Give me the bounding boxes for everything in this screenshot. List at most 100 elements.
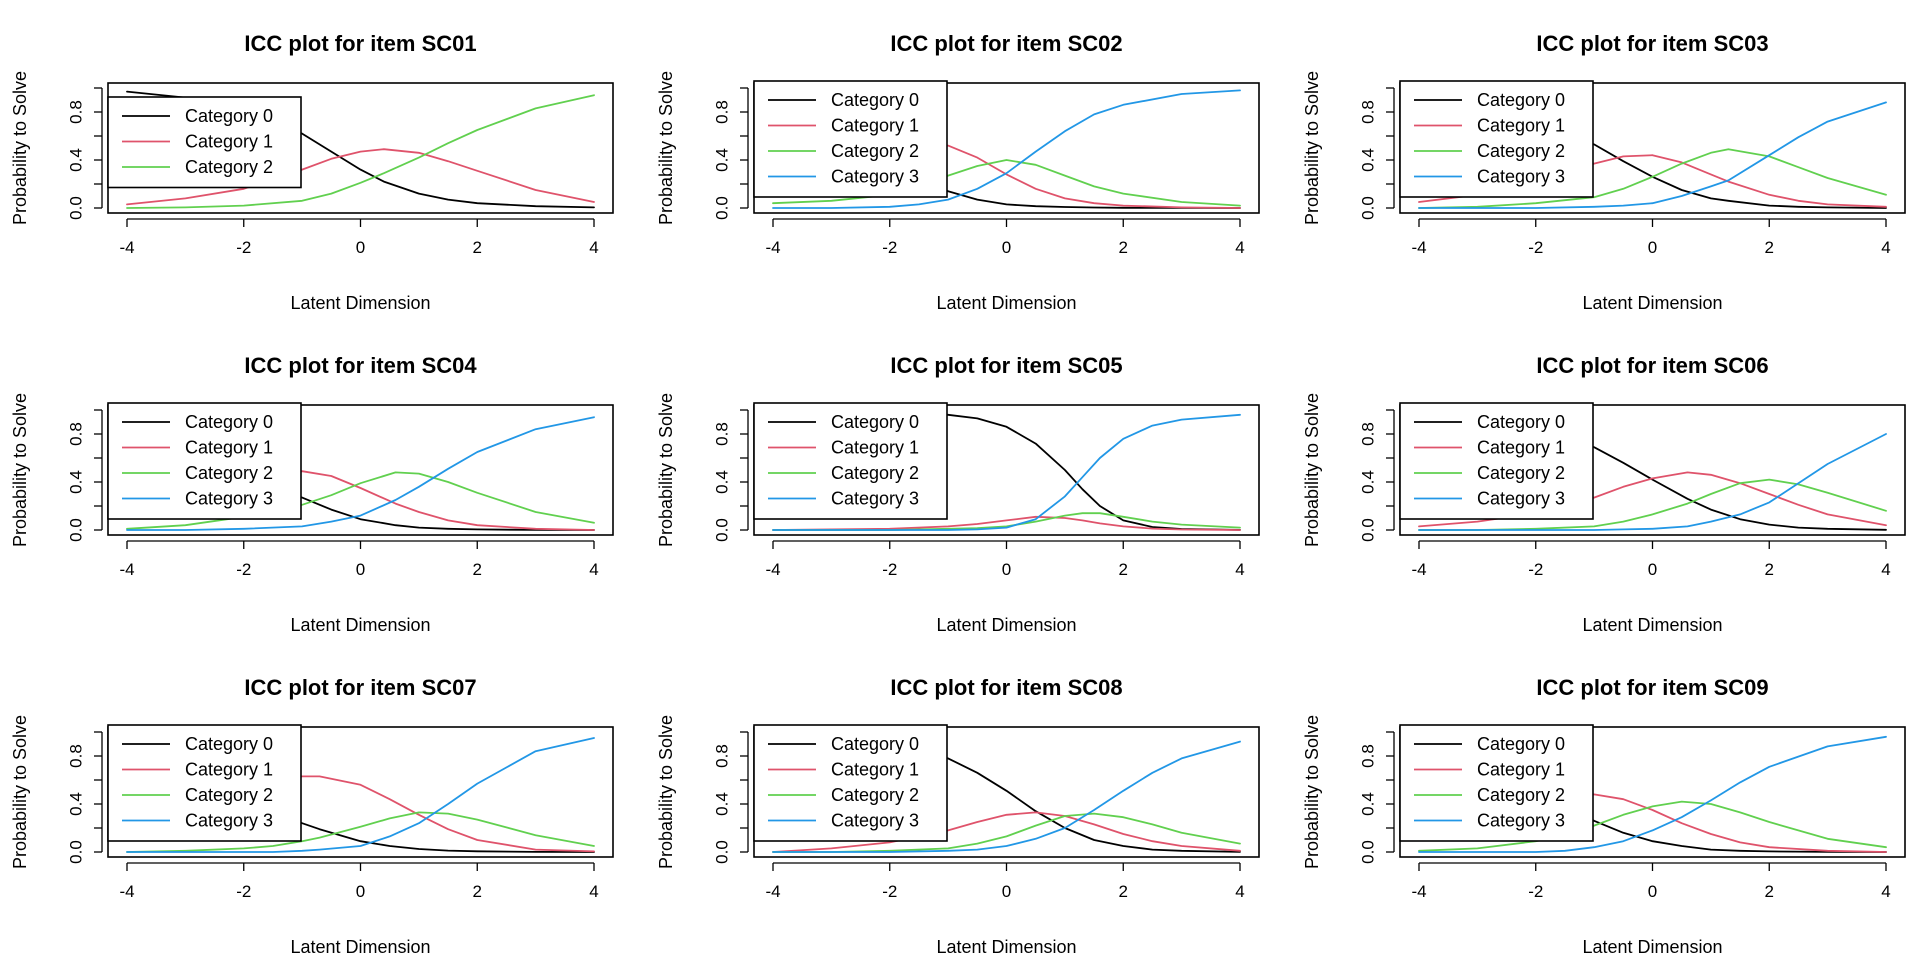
series-line-category-2 (126, 811, 595, 853)
x-tick-label: 2 (1765, 560, 1774, 579)
x-tick-label: 4 (589, 882, 598, 901)
legend-label: Category 3 (831, 167, 919, 187)
panel-title: ICC plot for item SC09 (1536, 675, 1768, 700)
legend-label: Category 3 (185, 811, 273, 831)
series-line-category-2 (772, 812, 1241, 853)
legend-label: Category 3 (831, 811, 919, 831)
y-axis: 0.0 0.4 0.8 (1358, 731, 1395, 864)
x-tick-label: -4 (1411, 238, 1426, 257)
y-axis: 0.0 0.4 0.8 (66, 409, 103, 542)
y-tick-label: 0.4 (712, 148, 731, 172)
legend-label: Category 0 (831, 90, 919, 110)
legend-label: Category 0 (185, 106, 273, 126)
x-tick-label: -4 (119, 560, 134, 579)
legend-label: Category 0 (185, 412, 273, 432)
x-tick-label: -4 (119, 238, 134, 257)
y-axis-title: Probability to Solve (1302, 393, 1322, 547)
legend: Category 0 Category 1 Category 2 Category 3 (753, 724, 948, 842)
x-tick-label: 2 (473, 882, 482, 901)
x-tick-label: 0 (356, 238, 365, 257)
x-tick-label: 0 (1002, 238, 1011, 257)
series-line-category-2 (1418, 478, 1887, 531)
x-tick-label: -4 (765, 560, 780, 579)
panel-title: ICC plot for item SC01 (244, 31, 476, 56)
legend-label: Category 0 (185, 734, 273, 754)
panel-title: ICC plot for item SC08 (890, 675, 1122, 700)
y-axis: 0.0 0.4 0.8 (1358, 87, 1395, 220)
y-tick-label: 0.0 (712, 518, 731, 542)
y-tick-label: 0.0 (66, 840, 85, 864)
panel-title: ICC plot for item SC03 (1536, 31, 1768, 56)
legend-label: Category 2 (185, 463, 273, 483)
x-tick-label: 0 (1648, 560, 1657, 579)
legend-label: Category 2 (185, 157, 273, 177)
x-axis: -4 -2 0 2 4 (1411, 218, 1891, 257)
x-tick-label: -2 (882, 882, 897, 901)
series-line-category-2 (126, 94, 595, 209)
x-tick-label: 4 (1235, 238, 1244, 257)
x-axis-title: Latent Dimension (290, 293, 430, 313)
x-tick-label: 0 (356, 560, 365, 579)
x-axis-title: Latent Dimension (936, 293, 1076, 313)
icc-panel: ICC plot for item SC05 -4 -2 0 2 4 Latent Dime… (656, 353, 1260, 635)
icc-panel: ICC plot for item SC02 -4 -2 0 2 4 Latent Dime… (656, 31, 1260, 313)
y-axis: 0.0 0.4 0.8 (712, 409, 749, 542)
legend-label: Category 1 (1477, 438, 1565, 458)
series-line-category-3 (1418, 735, 1887, 853)
y-tick-label: 0.8 (1358, 100, 1377, 124)
y-axis: 0.0 0.4 0.8 (712, 87, 749, 220)
series-line-category-3 (772, 89, 1241, 209)
y-tick-label: 0.4 (1358, 792, 1377, 816)
y-axis-title: Probability to Solve (656, 393, 676, 547)
x-axis-title: Latent Dimension (1582, 937, 1722, 957)
legend: Category 0 Category 1 Category 2 Category 3 (1399, 724, 1594, 842)
legend-label: Category 3 (185, 489, 273, 509)
legend-label: Category 0 (1477, 412, 1565, 432)
y-tick-label: 0.8 (712, 422, 731, 446)
y-tick-label: 0.4 (66, 792, 85, 816)
x-tick-label: -2 (236, 882, 251, 901)
icc-panel: ICC plot for item SC07 -4 -2 0 2 4 Latent Dime… (10, 675, 614, 957)
y-tick-label: 0.0 (1358, 840, 1377, 864)
y-axis: 0.0 0.4 0.8 (66, 731, 103, 864)
x-tick-label: 4 (589, 560, 598, 579)
legend-label: Category 2 (831, 785, 919, 805)
x-tick-label: -2 (1528, 882, 1543, 901)
x-tick-label: -2 (1528, 238, 1543, 257)
x-axis: -4 -2 0 2 4 (765, 540, 1245, 579)
legend-label: Category 2 (1477, 463, 1565, 483)
icc-panel: ICC plot for item SC03 -4 -2 0 2 4 Latent Dime… (1302, 31, 1906, 313)
x-tick-label: -4 (119, 882, 134, 901)
panel-title: ICC plot for item SC07 (244, 675, 476, 700)
y-tick-label: 0.8 (712, 744, 731, 768)
x-tick-label: 2 (473, 560, 482, 579)
x-axis: -4 -2 0 2 4 (119, 862, 599, 901)
x-tick-label: 2 (1119, 560, 1128, 579)
legend: Category 0 Category 1 Category 2 Category 3 (1399, 402, 1594, 520)
legend: Category 0 Category 1 Category 2 Category 3 (107, 402, 302, 520)
legend-label: Category 2 (1477, 785, 1565, 805)
series-line-category-3 (772, 413, 1241, 531)
y-tick-label: 0.0 (712, 196, 731, 220)
x-tick-label: 4 (1881, 560, 1890, 579)
x-tick-label: -2 (1528, 560, 1543, 579)
y-axis-title: Probability to Solve (10, 393, 30, 547)
legend: Category 0 Category 1 Category 2 Category 3 (107, 724, 302, 842)
legend-label: Category 2 (831, 141, 919, 161)
x-axis: -4 -2 0 2 4 (765, 218, 1245, 257)
legend: Category 0 Category 1 Category 2 Category 3 (753, 402, 948, 520)
x-tick-label: 4 (1235, 882, 1244, 901)
x-axis-title: Latent Dimension (290, 937, 430, 957)
legend: Category 0 Category 1 Category 2 (107, 96, 302, 189)
y-tick-label: 0.0 (66, 518, 85, 542)
x-axis-title: Latent Dimension (936, 937, 1076, 957)
legend: Category 0 Category 1 Category 2 Category 3 (753, 80, 948, 198)
y-axis-title: Probability to Solve (656, 71, 676, 225)
y-tick-label: 0.8 (1358, 744, 1377, 768)
legend-label: Category 2 (831, 463, 919, 483)
legend-label: Category 3 (1477, 167, 1565, 187)
y-axis-title: Probability to Solve (10, 71, 30, 225)
y-axis: 0.0 0.4 0.8 (1358, 409, 1395, 542)
icc-panel: ICC plot for item SC08 -4 -2 0 2 4 Latent Dime… (656, 675, 1260, 957)
